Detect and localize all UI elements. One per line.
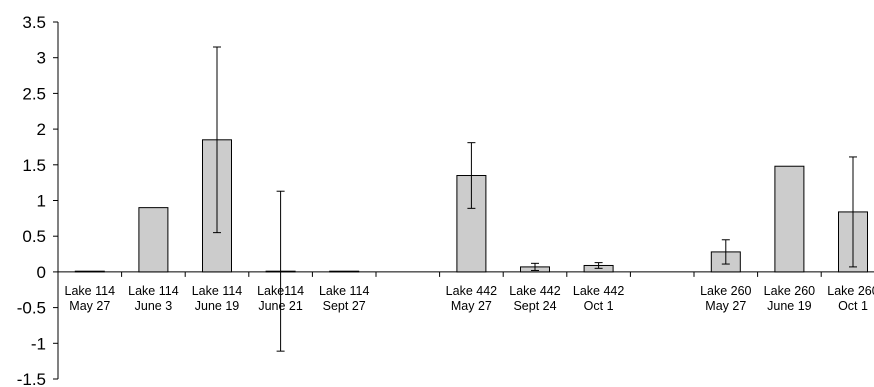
x-category-label: May 27 xyxy=(451,299,492,313)
x-category-label: Oct 1 xyxy=(838,299,868,313)
x-category-label: June 21 xyxy=(258,299,303,313)
y-tick-label: 0.5 xyxy=(22,227,46,246)
error-bar xyxy=(213,46,221,234)
x-category-label: May 27 xyxy=(705,299,746,313)
y-tick-label: 2.5 xyxy=(22,84,46,103)
y-tick-label: 2 xyxy=(37,120,46,139)
y-axis-tick-labels: -1.5 -1 -0.5 0 0.5 1 1.5 2 2.5 3 3.5 xyxy=(17,13,46,387)
x-category-label: Lake 114 xyxy=(65,284,116,298)
bar xyxy=(74,270,105,273)
error-bar xyxy=(276,190,285,352)
x-category-label: Sept 27 xyxy=(323,299,366,313)
y-tick-label: 0 xyxy=(37,263,46,282)
error-bar-series xyxy=(213,46,857,352)
error-bar xyxy=(594,262,603,269)
y-tick-label: -1.5 xyxy=(17,370,46,387)
x-category-label: Lake 442 xyxy=(573,284,624,298)
x-category-label: Lake 260 xyxy=(700,284,751,298)
x-category-label: Lake 442 xyxy=(509,284,560,298)
x-category-label: Lake 114 xyxy=(192,284,243,298)
bar xyxy=(329,270,360,273)
x-category-label: May 27 xyxy=(69,299,110,313)
x-category-label: Lake 260 xyxy=(764,284,815,298)
x-category-label: Lake 442 xyxy=(446,284,497,298)
bar xyxy=(774,165,805,273)
y-tick-label: 3 xyxy=(37,49,46,68)
x-category-label: Lake 114 xyxy=(128,284,179,298)
error-bar xyxy=(467,142,476,209)
x-category-label: June 19 xyxy=(767,299,812,313)
x-category-label: June 3 xyxy=(135,299,173,313)
x-category-label: June 19 xyxy=(195,299,240,313)
y-tick-label: -0.5 xyxy=(17,299,46,318)
x-category-label: Lake 260 xyxy=(827,284,874,298)
y-tick-label: 1.5 xyxy=(22,156,46,175)
y-tick-label: 3.5 xyxy=(22,13,46,32)
error-bar xyxy=(849,156,857,268)
x-category-label: Lake 114 xyxy=(319,284,370,298)
y-tick-label: -1 xyxy=(31,334,46,353)
error-bar xyxy=(721,239,730,265)
x-category-label: Lake114 xyxy=(257,284,304,298)
error-bar xyxy=(531,262,539,271)
bar xyxy=(138,207,169,273)
y-tick-label: 1 xyxy=(37,192,46,211)
x-category-label: Oct 1 xyxy=(584,299,614,313)
x-category-label: Sept 24 xyxy=(513,299,556,313)
